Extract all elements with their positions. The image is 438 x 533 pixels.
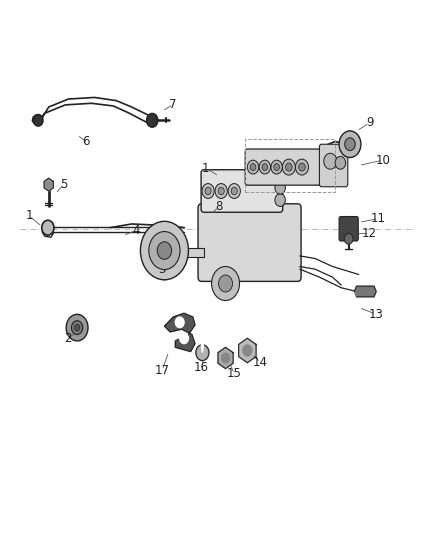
Wedge shape: [201, 345, 204, 353]
Polygon shape: [164, 313, 195, 352]
Circle shape: [259, 160, 271, 174]
Circle shape: [175, 317, 184, 328]
Circle shape: [215, 183, 227, 198]
Circle shape: [345, 138, 355, 151]
Circle shape: [212, 266, 240, 301]
Text: 8: 8: [215, 200, 223, 213]
Circle shape: [283, 159, 295, 175]
Polygon shape: [44, 178, 53, 191]
Circle shape: [228, 183, 240, 198]
Circle shape: [243, 345, 252, 356]
Text: 12: 12: [362, 227, 377, 240]
Circle shape: [274, 164, 279, 171]
Text: 9: 9: [366, 117, 373, 130]
Circle shape: [196, 345, 209, 361]
Text: 16: 16: [194, 361, 209, 374]
Text: 17: 17: [155, 364, 170, 377]
Circle shape: [344, 233, 353, 244]
Circle shape: [231, 187, 237, 195]
Circle shape: [157, 242, 172, 260]
Circle shape: [147, 114, 158, 127]
Circle shape: [335, 157, 346, 169]
Text: 7: 7: [170, 98, 177, 111]
Circle shape: [74, 325, 80, 331]
Text: 4: 4: [132, 224, 140, 237]
Text: 11: 11: [371, 212, 386, 225]
Polygon shape: [354, 286, 376, 297]
Bar: [245, 139, 335, 192]
Circle shape: [66, 314, 88, 341]
FancyBboxPatch shape: [339, 216, 358, 241]
Circle shape: [345, 138, 355, 150]
Circle shape: [218, 187, 224, 195]
Circle shape: [71, 321, 83, 335]
FancyBboxPatch shape: [201, 169, 283, 212]
Circle shape: [33, 115, 43, 126]
Polygon shape: [239, 338, 256, 363]
Circle shape: [299, 163, 305, 171]
Circle shape: [202, 183, 214, 198]
Circle shape: [247, 160, 259, 174]
Text: 1: 1: [25, 209, 33, 222]
Circle shape: [149, 231, 180, 270]
Circle shape: [262, 164, 268, 171]
Text: 2: 2: [65, 332, 72, 345]
Polygon shape: [149, 248, 204, 257]
Circle shape: [141, 221, 188, 280]
FancyBboxPatch shape: [245, 149, 326, 185]
Circle shape: [275, 181, 286, 194]
Circle shape: [180, 333, 188, 344]
Text: 14: 14: [253, 356, 268, 369]
Circle shape: [324, 154, 337, 169]
Circle shape: [339, 131, 361, 158]
Text: 10: 10: [375, 154, 390, 167]
Polygon shape: [340, 131, 360, 158]
Circle shape: [46, 182, 51, 188]
Circle shape: [205, 187, 211, 195]
Text: 6: 6: [82, 135, 90, 148]
Polygon shape: [218, 348, 233, 368]
FancyBboxPatch shape: [319, 144, 348, 187]
Circle shape: [222, 353, 230, 363]
Text: 15: 15: [227, 367, 242, 381]
FancyBboxPatch shape: [198, 204, 301, 281]
Circle shape: [286, 163, 292, 171]
Circle shape: [271, 160, 283, 174]
Text: 13: 13: [369, 308, 384, 321]
Text: 5: 5: [60, 177, 68, 191]
Circle shape: [250, 164, 256, 171]
Circle shape: [219, 275, 233, 292]
Polygon shape: [35, 117, 43, 124]
Circle shape: [42, 220, 54, 235]
Text: 3: 3: [159, 263, 166, 276]
Circle shape: [275, 193, 286, 206]
Circle shape: [295, 159, 308, 175]
Text: 1: 1: [202, 161, 210, 175]
